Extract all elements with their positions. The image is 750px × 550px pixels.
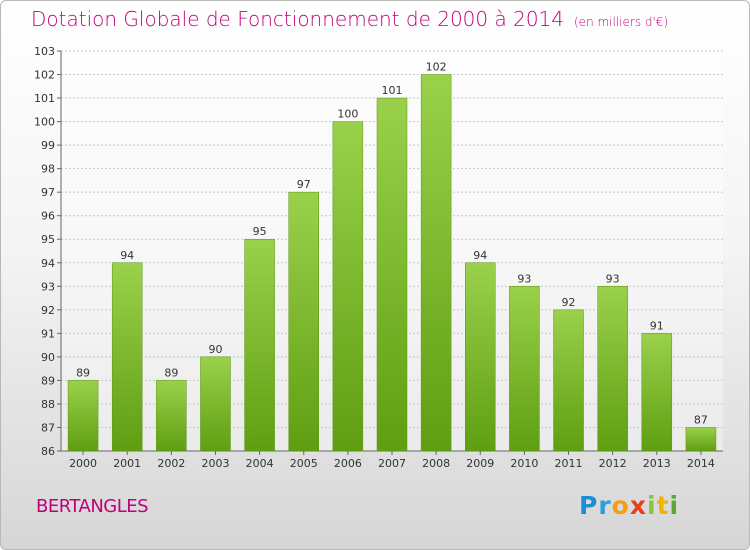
data-label-2005: 97: [297, 178, 311, 191]
chart-title-text: Dotation Globale de Fonctionnement de 20…: [31, 7, 564, 31]
data-label-2003: 90: [208, 343, 222, 356]
y-tick-label-89: 89: [41, 374, 55, 387]
x-tick-label-2001: 2001: [113, 457, 141, 470]
y-tick-label-88: 88: [41, 398, 55, 411]
data-label-2013: 91: [650, 319, 664, 332]
y-tick-label-99: 99: [41, 139, 55, 152]
x-tick-label-2003: 2003: [201, 457, 229, 470]
y-tick-label-98: 98: [41, 163, 55, 176]
data-label-2004: 95: [253, 225, 267, 238]
chart-title: Dotation Globale de Fonctionnement de 20…: [31, 7, 668, 31]
y-tick-label-87: 87: [41, 421, 55, 434]
bar-2000: [67, 380, 99, 452]
y-tick-label-86: 86: [41, 445, 55, 458]
data-label-2008: 102: [426, 61, 447, 74]
x-tick-label-2011: 2011: [555, 457, 583, 470]
x-tick-label-2004: 2004: [246, 457, 274, 470]
y-tick-label-101: 101: [34, 92, 55, 105]
bar-2003: [200, 356, 231, 452]
y-tick-label-94: 94: [41, 257, 55, 270]
bar-2002: [156, 380, 187, 452]
y-tick-label-102: 102: [34, 69, 55, 82]
y-tick-label-100: 100: [34, 116, 55, 129]
y-tick-label-93: 93: [41, 280, 55, 293]
data-label-2011: 92: [562, 296, 576, 309]
proxiti-logo: Proxiti: [579, 491, 680, 520]
bar-2005: [288, 191, 319, 452]
y-tick-label-90: 90: [41, 351, 55, 364]
data-label-2010: 93: [517, 272, 531, 285]
bar-2004: [244, 238, 275, 452]
data-label-2000: 89: [76, 366, 90, 379]
bar-2010: [509, 286, 540, 452]
y-tick-label-97: 97: [41, 186, 55, 199]
y-tick-label-95: 95: [41, 233, 55, 246]
y-tick-label-103: 103: [34, 45, 55, 58]
y-tick-label-96: 96: [41, 210, 55, 223]
data-label-2007: 101: [382, 84, 403, 97]
data-label-2014: 87: [694, 413, 708, 426]
data-label-2001: 94: [120, 249, 134, 262]
x-tick-label-2010: 2010: [510, 457, 538, 470]
bar-2001: [111, 262, 143, 452]
bar-2006: [332, 121, 364, 452]
bar-2013: [641, 333, 673, 452]
x-tick-label-2009: 2009: [466, 457, 494, 470]
bar-2012: [597, 286, 628, 452]
data-label-2009: 94: [473, 249, 487, 262]
x-tick-label-2007: 2007: [378, 457, 406, 470]
x-tick-label-2005: 2005: [290, 457, 318, 470]
x-tick-label-2002: 2002: [157, 457, 185, 470]
bar-2011: [553, 309, 584, 452]
x-tick-label-2012: 2012: [599, 457, 627, 470]
data-label-2002: 89: [164, 366, 178, 379]
x-tick-label-2008: 2008: [422, 457, 450, 470]
chart-subtitle: (en milliers d'€): [574, 15, 669, 29]
x-tick-label-2013: 2013: [643, 457, 671, 470]
x-tick-label-2014: 2014: [687, 457, 715, 470]
y-tick-label-91: 91: [41, 327, 55, 340]
bar-2014: [685, 427, 717, 452]
data-label-2006: 100: [337, 108, 358, 121]
bar-2007: [376, 97, 408, 452]
bar-2008: [420, 74, 452, 452]
bar-2009: [465, 262, 496, 452]
x-tick-label-2000: 2000: [69, 457, 97, 470]
data-label-2012: 93: [606, 272, 620, 285]
y-tick-label-92: 92: [41, 304, 55, 317]
commune-name: BERTANGLES: [36, 496, 149, 517]
x-tick-label-2006: 2006: [334, 457, 362, 470]
